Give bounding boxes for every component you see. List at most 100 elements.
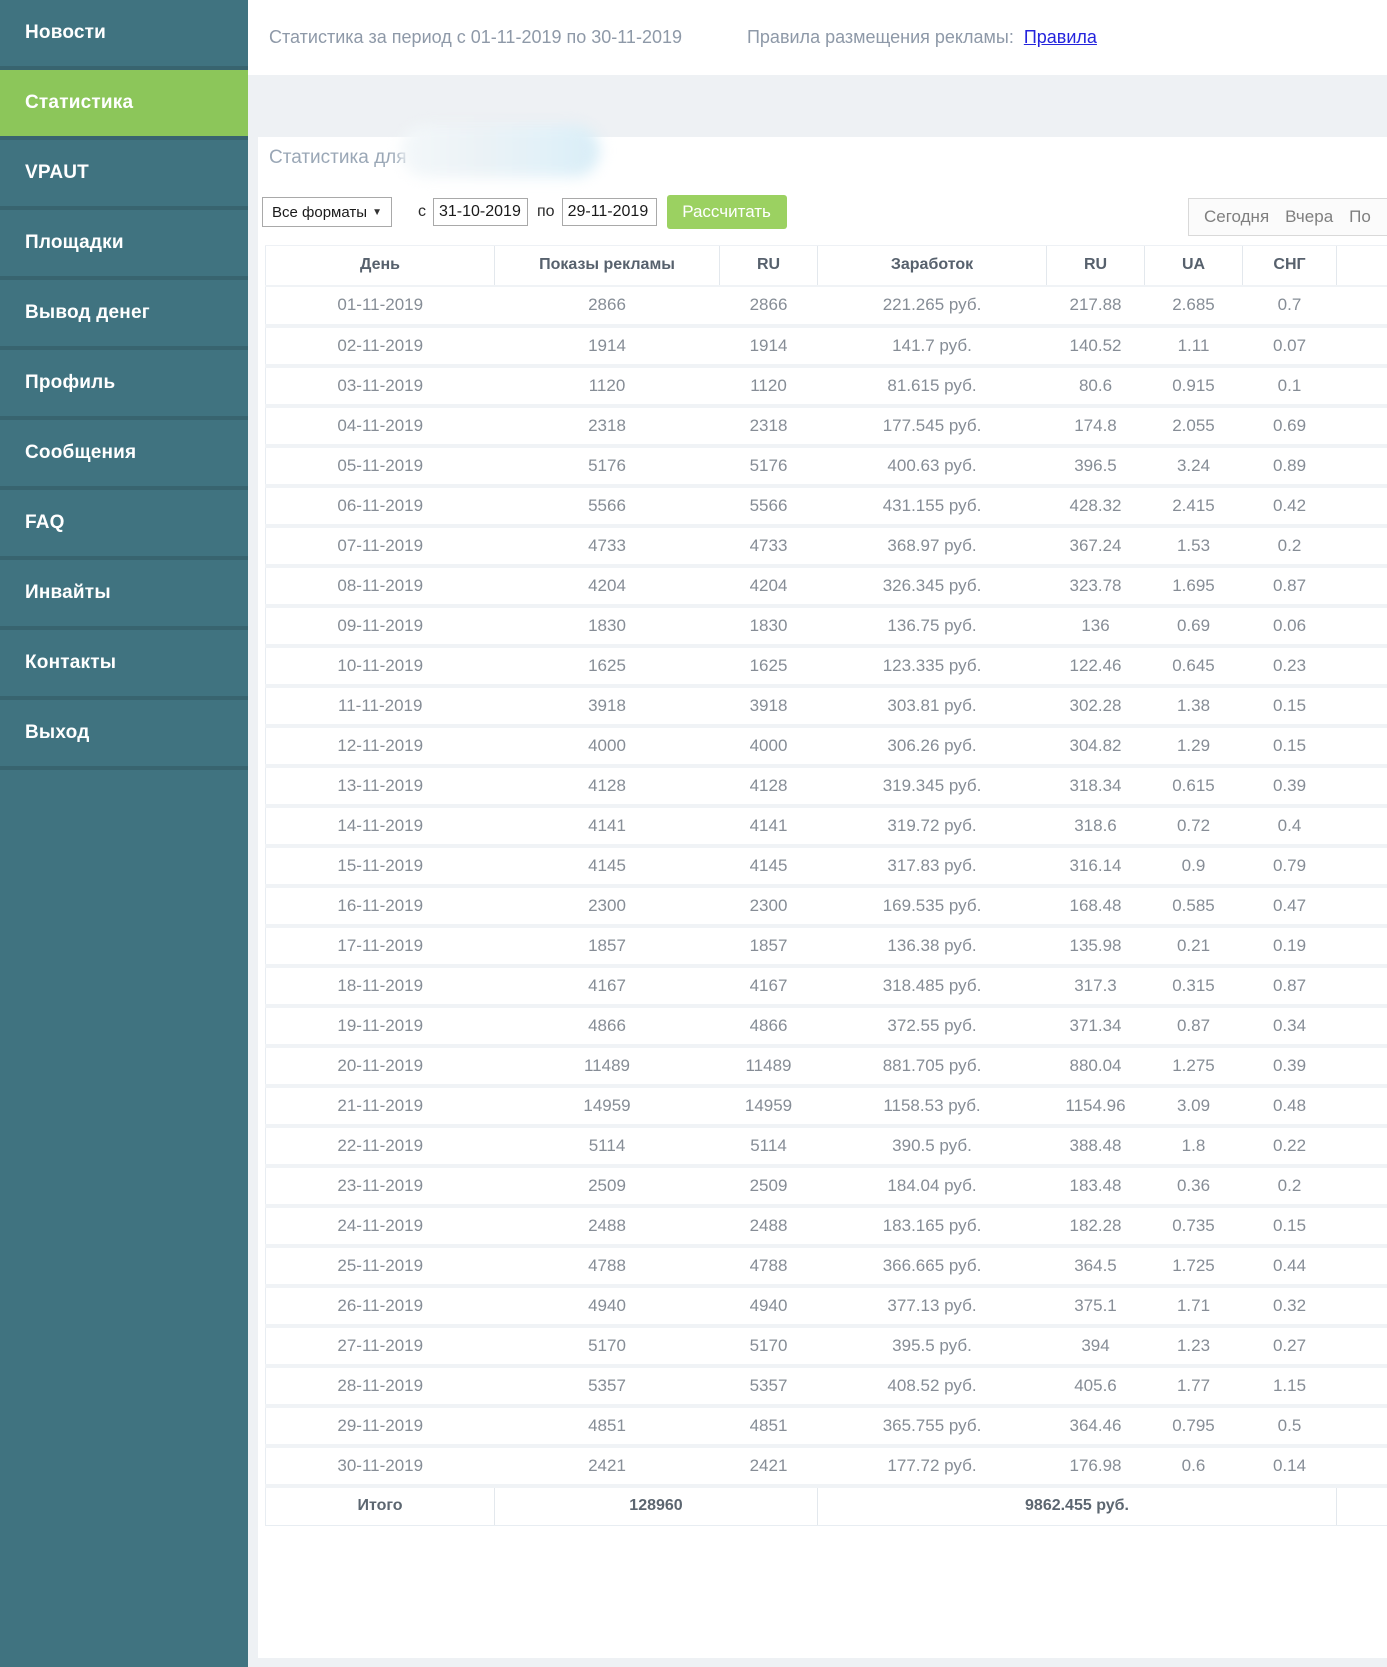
date-to-input[interactable] xyxy=(561,198,657,226)
table-row: 16-11-2019 2300 2300 169.535 руб. 168.48 0.58… xyxy=(265,885,1387,928)
table-cell: 4167 xyxy=(494,965,720,1008)
table-cell-clipped xyxy=(1336,1045,1387,1088)
table-cell: 81.615 руб. xyxy=(817,365,1047,408)
table-body: 01-11-2019 2866 2866 221.265 руб. 217.88 2.68… xyxy=(265,285,1387,1488)
sidebar-item-инвайты[interactable]: Инвайты xyxy=(0,560,248,630)
table-cell-clipped xyxy=(1336,1005,1387,1048)
table-cell: 4851 xyxy=(494,1405,720,1448)
table-cell: 0.6 xyxy=(1144,1445,1243,1488)
table-cell-clipped xyxy=(1336,885,1387,928)
table-cell: 5170 xyxy=(494,1325,720,1368)
table-cell: 1120 xyxy=(494,365,720,408)
table-cell: 0.915 xyxy=(1144,365,1243,408)
statistics-table: День Показы рекламы RU Заработок RU UA СНГ 01-… xyxy=(265,245,1387,1526)
column-header-clipped xyxy=(1336,245,1387,287)
table-cell-clipped xyxy=(1336,1405,1387,1448)
table-row: 28-11-2019 5357 5357 408.52 руб. 405.6 1.77 1.… xyxy=(265,1365,1387,1408)
table-cell-clipped xyxy=(1336,1365,1387,1408)
table-cell: 0.4 xyxy=(1242,805,1337,848)
table-cell: 4141 xyxy=(719,805,818,848)
table-cell: 80.6 xyxy=(1046,365,1145,408)
quick-range-по[interactable]: По xyxy=(1349,207,1371,226)
table-cell: 0.14 xyxy=(1242,1445,1337,1488)
table-cell: 26-11-2019 xyxy=(265,1285,495,1328)
table-cell: 2.415 xyxy=(1144,485,1243,528)
table-cell-clipped xyxy=(1336,1285,1387,1328)
table-cell: 428.32 xyxy=(1046,485,1145,528)
table-header-row: День Показы рекламы RU Заработок RU UA СНГ xyxy=(265,245,1387,287)
panel-heading: Статистика для xyxy=(269,147,407,168)
table-cell: 4128 xyxy=(719,765,818,808)
table-row: 12-11-2019 4000 4000 306.26 руб. 304.82 1.29 0… xyxy=(265,725,1387,768)
table-cell-clipped xyxy=(1336,965,1387,1008)
period-title: Статистика за период с 01-11-2019 по 30-… xyxy=(269,27,682,47)
table-cell: 1.695 xyxy=(1144,565,1243,608)
table-cell: 0.36 xyxy=(1144,1165,1243,1208)
table-cell: 405.6 xyxy=(1046,1365,1145,1408)
table-row: 05-11-2019 5176 5176 400.63 руб. 396.5 3.24 0.… xyxy=(265,445,1387,488)
table-cell: 302.28 xyxy=(1046,685,1145,728)
quick-range-сегодня[interactable]: Сегодня xyxy=(1204,207,1270,226)
table-cell: 0.79 xyxy=(1242,845,1337,888)
table-cell: 5566 xyxy=(494,485,720,528)
table-cell-clipped xyxy=(1336,1325,1387,1368)
table-cell: 367.24 xyxy=(1046,525,1145,568)
table-cell: 11489 xyxy=(719,1045,818,1088)
quick-range-вчера[interactable]: Вчера xyxy=(1285,207,1334,226)
table-cell: 27-11-2019 xyxy=(265,1325,495,1368)
table-row: 10-11-2019 1625 1625 123.335 руб. 122.46 0.64… xyxy=(265,645,1387,688)
table-cell: 0.15 xyxy=(1242,725,1337,768)
table-cell: 30-11-2019 xyxy=(265,1445,495,1488)
sidebar-item-профиль[interactable]: Профиль xyxy=(0,350,248,420)
table-cell: 13-11-2019 xyxy=(265,765,495,808)
table-cell-clipped xyxy=(1336,645,1387,688)
table-cell: 5566 xyxy=(719,485,818,528)
format-select-value: Все форматы xyxy=(272,203,368,221)
table-cell: 4940 xyxy=(494,1285,720,1328)
table-row: 14-11-2019 4141 4141 319.72 руб. 318.6 0.72 0.… xyxy=(265,805,1387,848)
sidebar-item-faq[interactable]: FAQ xyxy=(0,490,248,560)
table-cell: 1830 xyxy=(719,605,818,648)
table-cell: 07-11-2019 xyxy=(265,525,495,568)
sidebar-item-label: Статистика xyxy=(25,92,134,113)
table-cell: 4204 xyxy=(719,565,818,608)
sidebar-item-вывод-денег[interactable]: Вывод денег xyxy=(0,280,248,350)
table-cell: 02-11-2019 xyxy=(265,325,495,368)
table-cell: 1.38 xyxy=(1144,685,1243,728)
table-row: 26-11-2019 4940 4940 377.13 руб. 375.1 1.71 0.… xyxy=(265,1285,1387,1328)
table-cell: 0.7 xyxy=(1242,285,1337,328)
table-cell: 1.15 xyxy=(1242,1365,1337,1408)
table-cell: 168.48 xyxy=(1046,885,1145,928)
table-cell: 11489 xyxy=(494,1045,720,1088)
table-cell: 169.535 руб. xyxy=(817,885,1047,928)
table-cell: 366.665 руб. xyxy=(817,1245,1047,1288)
table-cell: 1.29 xyxy=(1144,725,1243,768)
table-cell: 2300 xyxy=(494,885,720,928)
table-cell: 4128 xyxy=(494,765,720,808)
format-select[interactable]: Все форматы ▼ xyxy=(262,197,392,227)
sidebar-item-выход[interactable]: Выход xyxy=(0,700,248,770)
table-cell: 318.485 руб. xyxy=(817,965,1047,1008)
rules-link[interactable]: Правила xyxy=(1023,27,1097,47)
table-cell: 317.83 руб. xyxy=(817,845,1047,888)
table-row: 08-11-2019 4204 4204 326.345 руб. 323.78 1.69… xyxy=(265,565,1387,608)
table-cell: 12-11-2019 xyxy=(265,725,495,768)
table-cell: 0.48 xyxy=(1242,1085,1337,1128)
sidebar-item-vpaut[interactable]: VPAUT xyxy=(0,140,248,210)
sidebar-item-новости[interactable]: Новости xyxy=(0,0,248,70)
table-row: 19-11-2019 4866 4866 372.55 руб. 371.34 0.87 0… xyxy=(265,1005,1387,1048)
date-from-input[interactable] xyxy=(433,198,528,226)
table-cell: 5176 xyxy=(494,445,720,488)
column-header: День xyxy=(265,245,495,287)
table-row: 09-11-2019 1830 1830 136.75 руб. 136 0.69 0.06 xyxy=(265,605,1387,648)
sidebar-item-сообщения[interactable]: Сообщения xyxy=(0,420,248,490)
calculate-button[interactable]: Рассчитать xyxy=(666,195,787,229)
table-cell: 28-11-2019 xyxy=(265,1365,495,1408)
table-cell: 183.48 xyxy=(1046,1165,1145,1208)
table-cell: 4145 xyxy=(719,845,818,888)
sidebar-item-статистика[interactable]: Статистика xyxy=(0,70,248,140)
column-header: Заработок xyxy=(817,245,1047,287)
table-cell: 0.15 xyxy=(1242,1205,1337,1248)
sidebar-item-контакты[interactable]: Контакты xyxy=(0,630,248,700)
sidebar-item-площадки[interactable]: Площадки xyxy=(0,210,248,280)
